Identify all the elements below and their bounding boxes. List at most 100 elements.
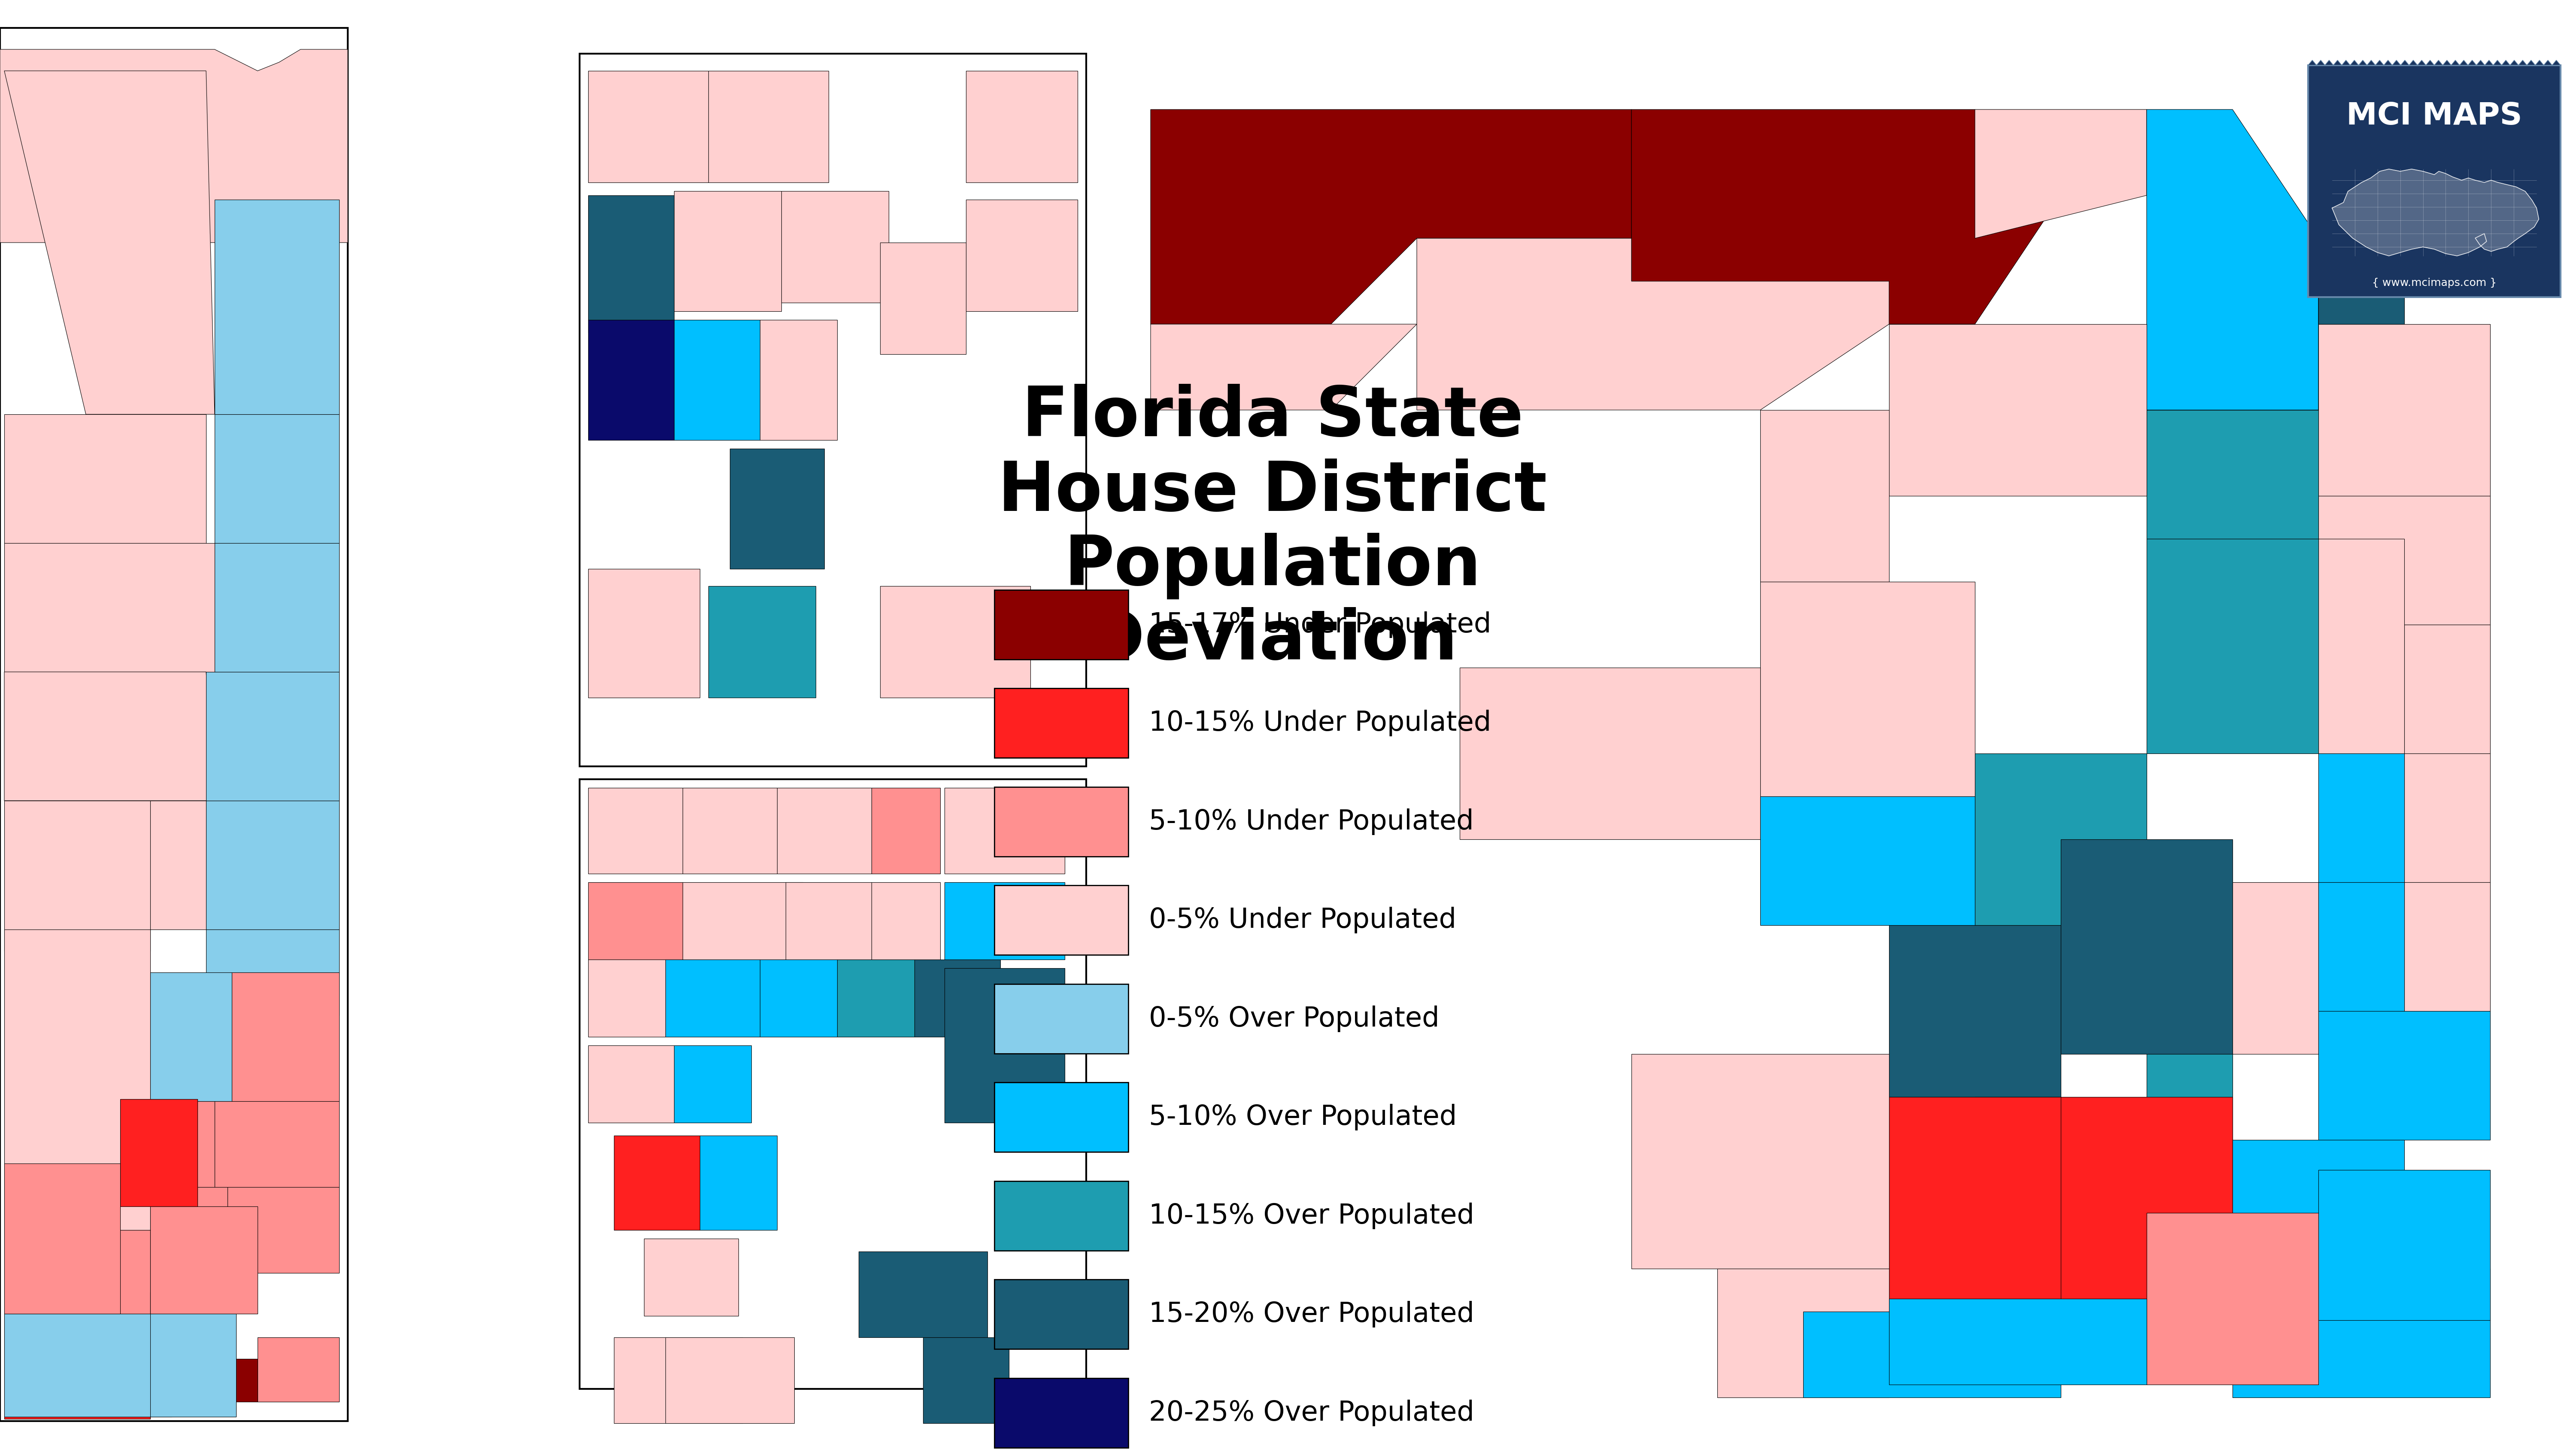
Text: 0-5% Over Populated: 0-5% Over Populated — [1149, 1006, 1440, 1032]
Polygon shape — [2318, 753, 2403, 882]
Polygon shape — [2061, 839, 2233, 1053]
Polygon shape — [206, 801, 340, 929]
Bar — [994, 1378, 1128, 1448]
Bar — [613, 1337, 742, 1423]
Polygon shape — [2468, 61, 2476, 65]
Polygon shape — [5, 929, 149, 1230]
Bar — [708, 585, 817, 697]
Text: 5-10% Over Populated: 5-10% Over Populated — [1149, 1104, 1458, 1130]
Polygon shape — [1888, 1298, 2146, 1385]
Polygon shape — [2349, 61, 2360, 65]
Polygon shape — [1976, 110, 2146, 238]
Polygon shape — [2233, 882, 2318, 1053]
Polygon shape — [232, 972, 340, 1101]
Polygon shape — [5, 1164, 121, 1314]
Bar — [580, 780, 1087, 1390]
Bar — [760, 320, 837, 440]
Bar — [786, 882, 871, 959]
Polygon shape — [2334, 61, 2342, 65]
Bar — [587, 882, 683, 959]
Polygon shape — [2318, 882, 2403, 1011]
Polygon shape — [1976, 1097, 2233, 1311]
Polygon shape — [214, 200, 340, 414]
Bar — [587, 196, 675, 333]
Polygon shape — [149, 972, 232, 1101]
Polygon shape — [2427, 61, 2434, 65]
Polygon shape — [2318, 1169, 2491, 1320]
Polygon shape — [214, 414, 340, 543]
Polygon shape — [2375, 61, 2383, 65]
Polygon shape — [1888, 1097, 2061, 1311]
Bar — [966, 200, 1077, 312]
Polygon shape — [2318, 110, 2403, 152]
Polygon shape — [2233, 1140, 2403, 1269]
Polygon shape — [121, 1100, 198, 1207]
Bar — [914, 959, 999, 1037]
Polygon shape — [1631, 1053, 1888, 1269]
Polygon shape — [258, 1337, 340, 1401]
Polygon shape — [5, 1314, 173, 1417]
Polygon shape — [2409, 61, 2416, 65]
Text: 15-20% Over Populated: 15-20% Over Populated — [1149, 1301, 1473, 1327]
Polygon shape — [2360, 61, 2367, 65]
Polygon shape — [1718, 1269, 1888, 1397]
Bar — [729, 449, 824, 569]
Polygon shape — [2403, 882, 2491, 1011]
Polygon shape — [2146, 539, 2318, 753]
Bar — [994, 1082, 1128, 1152]
Polygon shape — [2146, 110, 2318, 410]
Polygon shape — [198, 1359, 258, 1401]
Polygon shape — [2403, 625, 2491, 753]
Polygon shape — [1976, 753, 2146, 926]
Bar — [871, 788, 940, 874]
Bar — [994, 984, 1128, 1053]
Polygon shape — [2434, 61, 2442, 65]
Bar — [871, 882, 940, 959]
Bar — [922, 1337, 1010, 1423]
Bar — [858, 1252, 987, 1337]
Polygon shape — [5, 1230, 149, 1359]
Bar — [994, 885, 1128, 955]
Polygon shape — [2318, 325, 2491, 496]
Polygon shape — [2486, 61, 2494, 65]
Polygon shape — [206, 672, 340, 801]
Polygon shape — [2401, 61, 2409, 65]
Polygon shape — [149, 801, 206, 929]
Polygon shape — [5, 414, 206, 543]
Bar — [587, 569, 701, 697]
Polygon shape — [1888, 325, 2146, 496]
Polygon shape — [2509, 61, 2519, 65]
Text: 20-25% Over Populated: 20-25% Over Populated — [1149, 1400, 1473, 1426]
Bar — [587, 959, 665, 1037]
Polygon shape — [1759, 410, 1888, 581]
Bar — [675, 191, 781, 312]
Text: MCI MAPS: MCI MAPS — [2347, 101, 2522, 130]
Polygon shape — [1631, 110, 2061, 325]
Bar — [708, 71, 829, 183]
Bar — [994, 590, 1128, 659]
Polygon shape — [2501, 61, 2509, 65]
Polygon shape — [5, 801, 149, 951]
Polygon shape — [2460, 61, 2468, 65]
Polygon shape — [2326, 61, 2334, 65]
Polygon shape — [1461, 668, 1759, 839]
Polygon shape — [1803, 1311, 2061, 1397]
Bar — [994, 1181, 1128, 1250]
Polygon shape — [227, 1187, 340, 1274]
Polygon shape — [2331, 170, 2540, 256]
Polygon shape — [1759, 797, 1976, 926]
Bar — [675, 1045, 752, 1123]
Bar — [701, 1136, 778, 1230]
Polygon shape — [2146, 1213, 2318, 1385]
Polygon shape — [2146, 410, 2318, 539]
Polygon shape — [149, 1101, 214, 1187]
Polygon shape — [5, 1401, 149, 1419]
Text: { www.mcimaps.com }: { www.mcimaps.com } — [2372, 278, 2496, 288]
Bar — [881, 585, 1030, 697]
Bar — [837, 959, 914, 1037]
Bar — [966, 71, 1077, 183]
Polygon shape — [2403, 753, 2491, 882]
Bar — [781, 191, 889, 303]
Bar — [665, 1337, 793, 1423]
Polygon shape — [2316, 61, 2326, 65]
